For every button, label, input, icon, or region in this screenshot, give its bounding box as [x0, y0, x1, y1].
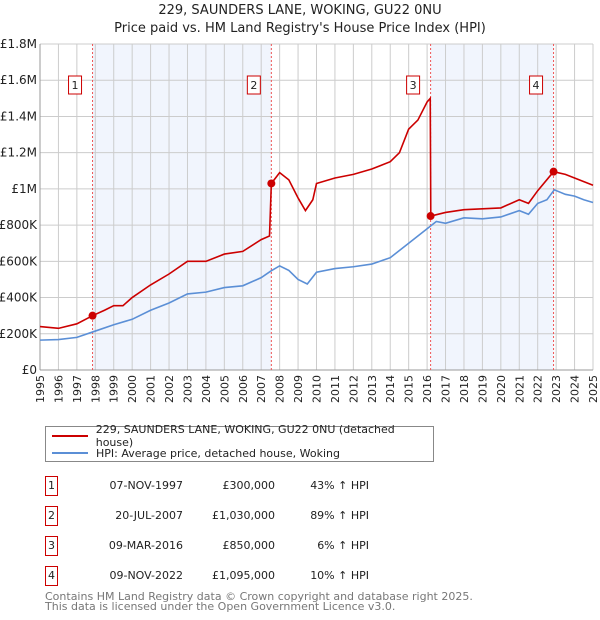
x-tick-label: 2012: [347, 375, 360, 403]
hpi-change: 6% ↑ HPI: [317, 539, 369, 552]
legend-label: 229, SAUNDERS LANE, WOKING, GU22 0NU (de…: [95, 423, 395, 449]
x-tick-label: 2016: [421, 375, 434, 403]
x-tick-label: 2000: [126, 375, 139, 403]
footer-licence: This data is licensed under the Open Gov…: [45, 600, 396, 613]
x-tick-label: 2021: [513, 375, 526, 403]
sale-marker-badge: 4: [45, 566, 58, 586]
x-tick-label: 2014: [384, 375, 397, 403]
x-tick-label: 2010: [311, 375, 324, 403]
y-tick-label: £600K: [0, 254, 38, 268]
property-price-line: [39, 96, 594, 330]
transaction-row: 3 09-MAR-2016 £850,000 6% ↑ HPI: [45, 536, 445, 556]
x-tick-label: 2003: [181, 375, 194, 403]
x-tick-label: 2018: [458, 375, 471, 403]
sale-marker-box: [68, 75, 83, 95]
sale-point: [549, 167, 558, 176]
sale-marker-box: [406, 75, 421, 95]
y-tick-label: £200K: [0, 327, 38, 341]
sale-price: £1,095,000: [212, 569, 275, 582]
sale-marker-badge: 1: [45, 476, 58, 496]
x-tick-label: 2002: [163, 375, 176, 403]
chart-title: 229, SAUNDERS LANE, WOKING, GU22 0NU: [158, 3, 442, 18]
x-tick-label: 2020: [495, 375, 508, 403]
y-tick-label: £1.6M: [0, 73, 37, 87]
sale-point: [267, 179, 276, 188]
x-tick-label: 2017: [440, 375, 453, 403]
x-tick-label: 2005: [218, 375, 231, 403]
legend-item-property: 229, SAUNDERS LANE, WOKING, GU22 0NU (de…: [52, 423, 433, 449]
sale-marker-box: [246, 75, 261, 95]
shaded-period: [430, 44, 554, 370]
sale-date: 07-NOV-1997: [109, 479, 183, 492]
y-tick-label: £400K: [0, 291, 38, 305]
x-tick-label: 2013: [366, 375, 379, 403]
sale-price: £300,000: [222, 479, 276, 492]
y-tick-label: £1M: [11, 182, 37, 196]
y-tick-label: £0: [22, 363, 37, 377]
hpi-change: 89% ↑ HPI: [310, 509, 369, 522]
sale-marker-badge: 2: [45, 506, 58, 526]
legend-item-hpi: HPI: Average price, detached house, Woki…: [52, 445, 340, 461]
x-tick-label: 2025: [587, 375, 600, 403]
transaction-row: 2 20-JUL-2007 £1,030,000 89% ↑ HPI: [45, 506, 445, 526]
sale-date: 20-JUL-2007: [115, 509, 183, 522]
sale-marker-label: 3: [410, 79, 417, 92]
y-tick-label: £1.8M: [0, 37, 37, 51]
transaction-row: 1 07-NOV-1997 £300,000 43% ↑ HPI: [45, 476, 445, 496]
x-tick-label: 2007: [255, 375, 268, 403]
legend-swatch-red: [52, 435, 88, 437]
x-tick-label: 2024: [569, 375, 582, 403]
x-tick-label: 1998: [89, 375, 102, 403]
x-tick-label: 2006: [237, 375, 250, 403]
legend-swatch-blue: [52, 452, 88, 454]
transaction-row: 4 09-NOV-2022 £1,095,000 10% ↑ HPI: [45, 566, 445, 586]
sale-marker-badge: 3: [45, 536, 58, 556]
y-tick-label: £1.4M: [0, 109, 37, 123]
sale-date: 09-MAR-2016: [108, 539, 183, 552]
x-tick-label: 2022: [532, 375, 545, 403]
sale-price: £850,000: [222, 539, 276, 552]
sale-price: £1,030,000: [212, 509, 275, 522]
sale-marker-label: 4: [533, 79, 540, 92]
x-tick-label: 2001: [145, 375, 158, 403]
x-tick-label: 2023: [550, 375, 563, 403]
x-tick-label: 1997: [71, 375, 84, 403]
sale-marker-label: 2: [250, 79, 257, 92]
price-chart: 1995 1996 1997 1998 1999 2000 2001 2002 2003 2004…: [0, 37, 600, 403]
legend: 229, SAUNDERS LANE, WOKING, GU22 0NU (de…: [45, 423, 434, 462]
x-tick-label: 2015: [403, 375, 416, 403]
hpi-line: [39, 188, 594, 341]
x-tick-label: 2004: [200, 375, 213, 403]
sale-point: [88, 311, 97, 320]
sale-marker-label: 1: [72, 79, 79, 92]
x-tick-label: 1995: [34, 375, 47, 403]
legend-label: HPI: Average price, detached house, Woki…: [96, 446, 340, 460]
hpi-change: 10% ↑ HPI: [310, 569, 369, 582]
shaded-period: [92, 44, 272, 370]
y-tick-label: £1.2M: [0, 146, 37, 160]
chart-subtitle: Price paid vs. HM Land Registry's House …: [114, 21, 486, 36]
footer-copyright: Contains HM Land Registry data © Crown c…: [45, 590, 473, 603]
sale-date: 09-NOV-2022: [109, 569, 183, 582]
y-tick-label: £800K: [0, 218, 38, 232]
hpi-change: 43% ↑ HPI: [310, 479, 369, 492]
sale-point: [426, 212, 435, 221]
x-tick-label: 2011: [329, 375, 342, 403]
sale-marker-box: [529, 75, 544, 95]
x-tick-label: 2019: [476, 375, 489, 403]
x-tick-label: 2009: [292, 375, 305, 403]
x-tick-label: 1999: [108, 375, 121, 403]
x-tick-label: 1996: [52, 375, 65, 403]
x-tick-label: 2008: [274, 375, 287, 403]
